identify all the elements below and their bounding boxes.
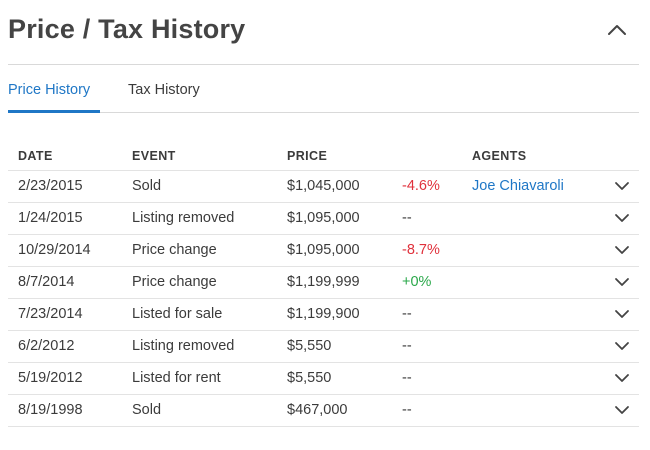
- tab-tax-history[interactable]: Tax History: [128, 82, 200, 98]
- column-header-price: PRICE: [287, 149, 328, 163]
- expand-row-button[interactable]: [614, 180, 630, 192]
- row-price: $1,199,999: [287, 274, 360, 290]
- table-row[interactable]: 7/23/2014 Listed for sale $1,199,900 --: [8, 299, 639, 331]
- row-event: Listing removed: [132, 210, 235, 226]
- column-header-date: DATE: [18, 149, 53, 163]
- row-price-change: --: [402, 370, 412, 386]
- table-row[interactable]: 2/23/2015 Sold $1,045,000 -4.6% Joe Chiavaro…: [8, 171, 639, 203]
- table-row[interactable]: 1/24/2015 Listing removed $1,095,000 --: [8, 203, 639, 235]
- row-event: Price change: [132, 274, 217, 290]
- row-event: Listed for sale: [132, 306, 223, 322]
- panel-header: Price / Tax History: [8, 0, 639, 65]
- table-row[interactable]: 8/19/1998 Sold $467,000 --: [8, 395, 639, 427]
- expand-row-button[interactable]: [614, 244, 630, 256]
- row-event: Sold: [132, 178, 162, 194]
- row-event: Price change: [132, 242, 217, 258]
- row-price-change: -4.6%: [402, 178, 440, 194]
- row-event: Sold: [132, 402, 162, 418]
- row-price: $1,199,900: [287, 306, 360, 322]
- table-row[interactable]: 5/19/2012 Listed for rent $5,550 --: [8, 363, 639, 395]
- row-date: 10/29/2014: [18, 242, 91, 258]
- chevron-down-icon: [615, 214, 629, 222]
- row-date: 8/7/2014: [18, 274, 75, 290]
- row-price: $5,550: [287, 370, 332, 386]
- panel-title: Price / Tax History: [8, 14, 246, 44]
- row-price-change: -8.7%: [402, 242, 440, 258]
- row-date: 5/19/2012: [18, 370, 83, 386]
- table-row[interactable]: 6/2/2012 Listing removed $5,550 --: [8, 331, 639, 363]
- price-history-table: DATE EVENT PRICE AGENTS 2/23/2015 Sold $1,…: [8, 138, 639, 427]
- expand-row-button[interactable]: [614, 212, 630, 224]
- expand-row-button[interactable]: [614, 340, 630, 352]
- row-price: $1,095,000: [287, 242, 360, 258]
- expand-row-button[interactable]: [614, 308, 630, 320]
- chevron-down-icon: [615, 406, 629, 414]
- chevron-down-icon: [615, 310, 629, 318]
- row-price-change: --: [402, 402, 412, 418]
- chevron-up-icon: [608, 25, 626, 35]
- row-price-change: --: [402, 338, 412, 354]
- table-header: DATE EVENT PRICE AGENTS: [8, 138, 639, 171]
- table-row[interactable]: 8/7/2014 Price change $1,199,999 +0%: [8, 267, 639, 299]
- expand-row-button[interactable]: [614, 276, 630, 288]
- row-event: Listing removed: [132, 338, 235, 354]
- chevron-down-icon: [615, 278, 629, 286]
- column-header-agents: AGENTS: [472, 149, 527, 163]
- agent-link[interactable]: Joe Chiavaroli: [472, 178, 564, 194]
- row-date: 7/23/2014: [18, 306, 83, 322]
- tab-price-history[interactable]: Price History: [8, 82, 100, 113]
- row-date: 1/24/2015: [18, 210, 83, 226]
- table-row[interactable]: 10/29/2014 Price change $1,095,000 -8.7%: [8, 235, 639, 267]
- row-price: $5,550: [287, 338, 332, 354]
- row-price-change: --: [402, 210, 412, 226]
- column-header-event: EVENT: [132, 149, 176, 163]
- row-price-change: --: [402, 306, 412, 322]
- collapse-button[interactable]: [605, 20, 629, 40]
- row-date: 8/19/1998: [18, 402, 83, 418]
- row-price: $1,095,000: [287, 210, 360, 226]
- history-tabs: Price History Tax History: [8, 65, 639, 113]
- chevron-down-icon: [615, 374, 629, 382]
- row-price: $467,000: [287, 402, 348, 418]
- chevron-down-icon: [615, 182, 629, 190]
- table-body: 2/23/2015 Sold $1,045,000 -4.6% Joe Chiavaro…: [8, 171, 639, 427]
- row-price-change: +0%: [402, 274, 432, 290]
- row-date: 2/23/2015: [18, 178, 83, 194]
- chevron-down-icon: [615, 246, 629, 254]
- row-event: Listed for rent: [132, 370, 221, 386]
- row-date: 6/2/2012: [18, 338, 75, 354]
- row-price: $1,045,000: [287, 178, 360, 194]
- expand-row-button[interactable]: [614, 372, 630, 384]
- expand-row-button[interactable]: [614, 404, 630, 416]
- chevron-down-icon: [615, 342, 629, 350]
